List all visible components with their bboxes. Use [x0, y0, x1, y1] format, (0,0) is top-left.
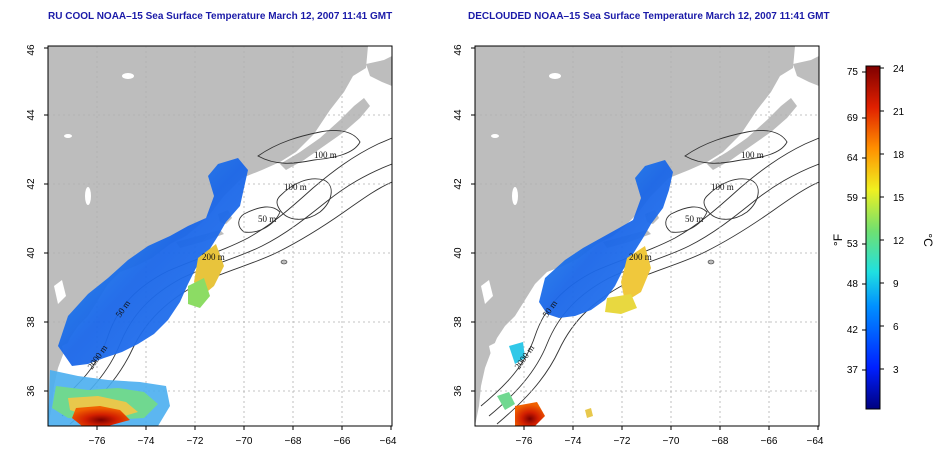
- contour-label: 100 m: [711, 182, 734, 192]
- y-tick-label: 46: [26, 44, 37, 56]
- x-tick-label: −74: [565, 436, 582, 447]
- right-map-frame: [474, 45, 820, 427]
- contour-label: 50 m: [258, 214, 276, 224]
- celsius-tick-label: 3: [893, 365, 899, 376]
- x-tick-label: −74: [138, 436, 155, 447]
- right-y-tick-labels: 36 38 40 42 44 46: [453, 44, 464, 397]
- y-tick-label: 42: [26, 178, 37, 190]
- left-x-axis: [96, 426, 392, 430]
- celsius-tick-label: 6: [893, 322, 899, 333]
- y-tick-label: 36: [453, 385, 464, 397]
- right-map-panel: 100 m 100 m 50 m 200 m 50 m 2000 m −76 −…: [453, 44, 824, 447]
- x-tick-label: −72: [187, 436, 204, 447]
- y-tick-label: 38: [453, 316, 464, 328]
- fahrenheit-tick-label: 69: [847, 113, 859, 124]
- colorbar-fahrenheit-ticks: [862, 71, 866, 371]
- left-y-tick-labels: 36 38 40 42 44 46: [26, 44, 37, 397]
- left-map-frame: [47, 45, 393, 427]
- celsius-tick-label: 24: [893, 64, 905, 75]
- fahrenheit-tick-label: 48: [847, 279, 859, 290]
- colorbar-gradient: [865, 65, 881, 410]
- fahrenheit-tick-label: 64: [847, 153, 859, 164]
- x-tick-label: −68: [712, 436, 729, 447]
- y-tick-label: 46: [453, 44, 464, 56]
- left-map-title: RU COOL NOAA–15 Sea Surface Temperature …: [48, 11, 393, 22]
- left-y-axis: [44, 47, 48, 392]
- right-sst-swath: [497, 160, 673, 426]
- colorbar-celsius-labels: 24 21 18 15 12 9 6 3: [893, 64, 905, 376]
- left-sst-swath: [48, 158, 248, 426]
- y-tick-label: 42: [453, 178, 464, 190]
- contour-label: 100 m: [314, 150, 337, 160]
- celsius-tick-label: 12: [893, 236, 905, 247]
- x-tick-label: −64: [807, 436, 824, 447]
- contour-label: 100 m: [741, 150, 764, 160]
- y-tick-label: 40: [26, 247, 37, 259]
- right-x-axis: [523, 426, 819, 430]
- colorbar-celsius-ticks: [880, 67, 884, 370]
- celsius-unit-label: °C: [921, 233, 935, 247]
- fahrenheit-tick-label: 42: [847, 325, 859, 336]
- x-tick-label: −66: [761, 436, 778, 447]
- y-tick-label: 44: [26, 109, 37, 121]
- y-tick-label: 44: [453, 109, 464, 121]
- x-tick-label: −68: [285, 436, 302, 447]
- right-x-tick-labels: −76 −74 −72 −70 −68 −66 −64: [516, 436, 824, 447]
- fahrenheit-tick-label: 53: [847, 239, 859, 250]
- celsius-tick-label: 9: [893, 279, 899, 290]
- left-map-content: 100 m 100 m 50 m 200 m 50 m 2000 m: [48, 46, 392, 426]
- x-tick-label: −66: [334, 436, 351, 447]
- right-map-title: DECLOUDED NOAA–15 Sea Surface Temperatur…: [468, 11, 830, 22]
- colorbar: 75 69 64 59 53 48 42 37 24 21 18 15 12 9…: [831, 64, 935, 410]
- left-x-tick-labels: −76 −74 −72 −70 −68 −66 −64: [89, 436, 397, 447]
- x-tick-label: −70: [236, 436, 253, 447]
- celsius-tick-label: 18: [893, 150, 905, 161]
- x-tick-label: −76: [516, 436, 533, 447]
- x-tick-label: −72: [614, 436, 631, 447]
- fahrenheit-unit-label: °F: [831, 234, 845, 246]
- x-tick-label: −76: [89, 436, 106, 447]
- contour-label: 200 m: [629, 252, 652, 262]
- colorbar-fahrenheit-labels: 75 69 64 59 53 48 42 37: [847, 67, 859, 376]
- right-map-content: 100 m 100 m 50 m 200 m 50 m 2000 m: [475, 46, 819, 426]
- x-tick-label: −64: [380, 436, 397, 447]
- contour-label: 100 m: [284, 182, 307, 192]
- y-tick-label: 36: [26, 385, 37, 397]
- fahrenheit-tick-label: 75: [847, 67, 859, 78]
- fahrenheit-tick-label: 37: [847, 365, 859, 376]
- contour-label: 200 m: [202, 252, 225, 262]
- contour-label: 50 m: [685, 214, 703, 224]
- celsius-tick-label: 15: [893, 193, 905, 204]
- celsius-tick-label: 21: [893, 107, 905, 118]
- y-tick-label: 38: [26, 316, 37, 328]
- right-y-axis: [471, 47, 475, 392]
- left-map-panel: 100 m 100 m 50 m 200 m 50 m 2000 m −76 −…: [26, 44, 397, 447]
- fahrenheit-tick-label: 59: [847, 193, 859, 204]
- y-tick-label: 40: [453, 247, 464, 259]
- x-tick-label: −70: [663, 436, 680, 447]
